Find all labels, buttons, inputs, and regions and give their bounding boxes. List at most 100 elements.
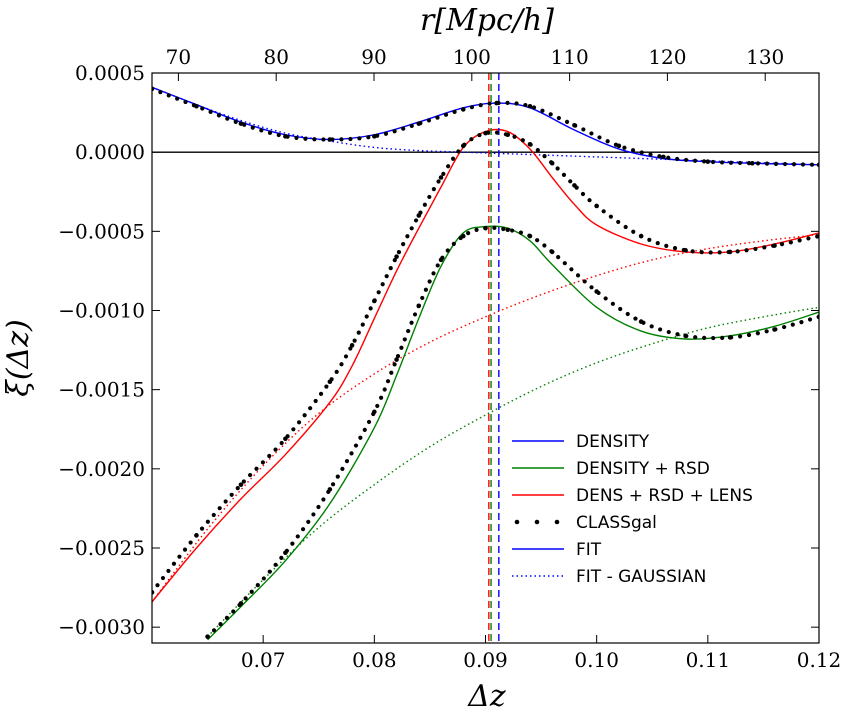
legend: DENSITY DENSITY + RSD DENS + RSD + LENS CLA… bbox=[512, 432, 753, 587]
classgal-point bbox=[445, 248, 450, 253]
classgal-point bbox=[218, 622, 223, 627]
classgal-point bbox=[750, 160, 755, 166]
classgal-point bbox=[405, 234, 410, 239]
classgal-point bbox=[435, 115, 440, 120]
classgal-point bbox=[224, 615, 230, 620]
classgal-point bbox=[242, 122, 247, 127]
classgal-point bbox=[505, 100, 510, 105]
classgal-point bbox=[523, 102, 528, 108]
classgal-point bbox=[388, 266, 393, 271]
classgal-point bbox=[630, 148, 636, 153]
classgal-point bbox=[302, 413, 307, 418]
classgal-point bbox=[807, 317, 813, 322]
classgal-point bbox=[225, 116, 230, 121]
x-tick-label: 0.10 bbox=[574, 648, 619, 672]
classgal-point bbox=[295, 534, 300, 539]
classgal-point bbox=[261, 576, 266, 581]
classgal-point bbox=[254, 466, 259, 471]
classgal-point bbox=[406, 328, 411, 334]
classgal-point bbox=[535, 148, 540, 153]
classgal-point bbox=[324, 384, 329, 389]
classgal-point bbox=[684, 157, 689, 163]
classgal-point bbox=[641, 320, 646, 325]
classgal-point bbox=[349, 451, 354, 456]
classgal-point bbox=[352, 338, 357, 343]
classgal-point bbox=[321, 137, 326, 142]
classgal-point bbox=[711, 335, 716, 341]
classgal-point bbox=[587, 198, 592, 203]
classgal-point bbox=[249, 589, 254, 594]
classgal-point bbox=[426, 118, 432, 123]
classgal-point bbox=[441, 171, 446, 176]
classgal-point bbox=[379, 395, 384, 400]
legend-marker bbox=[514, 519, 520, 525]
classgal-point bbox=[728, 160, 734, 165]
classgal-point bbox=[313, 398, 318, 404]
classgal-point bbox=[764, 329, 769, 334]
classgal-point bbox=[556, 255, 561, 260]
classgal-point bbox=[384, 274, 389, 279]
classgal-point bbox=[392, 129, 397, 134]
classgal-point bbox=[622, 145, 627, 150]
top-x-tick-label: 120 bbox=[648, 45, 686, 69]
classgal-point bbox=[267, 453, 272, 459]
classgal-point bbox=[692, 158, 698, 163]
classgal-point bbox=[496, 100, 501, 106]
classgal-point bbox=[364, 314, 369, 319]
classgal-point bbox=[764, 161, 770, 166]
classgal-point bbox=[675, 332, 680, 337]
classgal-point bbox=[729, 335, 734, 340]
classgal-point bbox=[344, 459, 350, 464]
classgal-point bbox=[655, 241, 660, 246]
top-x-tick-label: 100 bbox=[453, 45, 491, 69]
classgal-point bbox=[311, 512, 316, 517]
classgal-point bbox=[276, 132, 281, 138]
top-x-tick-label: 130 bbox=[746, 45, 784, 69]
plot-area bbox=[152, 73, 819, 643]
classgal-point bbox=[456, 149, 461, 154]
classgal-point bbox=[555, 166, 560, 171]
classgal-point bbox=[357, 136, 362, 141]
classgal-point bbox=[762, 245, 767, 250]
classgal-point bbox=[360, 322, 365, 327]
classgal-point bbox=[248, 472, 253, 478]
classgal-point bbox=[625, 311, 630, 317]
classgal-point bbox=[800, 162, 806, 167]
classgal-point bbox=[303, 136, 308, 141]
classgal-point bbox=[779, 242, 785, 247]
classgal-point bbox=[771, 243, 776, 248]
classgal-point bbox=[458, 235, 463, 241]
classgal-point bbox=[501, 226, 506, 232]
classgal-point bbox=[589, 131, 594, 136]
classgal-point bbox=[358, 435, 363, 440]
legend-marker bbox=[534, 519, 540, 525]
classgal-point bbox=[596, 290, 601, 296]
x-tick-label: 0.09 bbox=[463, 648, 508, 672]
classgal-point bbox=[279, 440, 284, 446]
classgal-point bbox=[710, 159, 716, 165]
classgal-point bbox=[382, 387, 387, 392]
classgal-point bbox=[356, 330, 361, 335]
classgal-point bbox=[335, 474, 340, 479]
classgal-point bbox=[422, 202, 427, 207]
classgal-point bbox=[267, 569, 272, 574]
classgal-point bbox=[705, 159, 711, 164]
classgal-point bbox=[392, 258, 397, 263]
classgal-point bbox=[348, 136, 353, 142]
classgal-point bbox=[372, 298, 377, 303]
classgal-point bbox=[505, 227, 511, 233]
classgal-point bbox=[806, 236, 811, 241]
classgal-point bbox=[720, 335, 725, 340]
classgal-point bbox=[503, 132, 508, 137]
classgal-point bbox=[273, 562, 278, 567]
classgal-point bbox=[540, 108, 545, 113]
classgal-point bbox=[528, 142, 533, 147]
classgal-point bbox=[549, 160, 554, 165]
classgal-point bbox=[273, 447, 278, 452]
classgal-point bbox=[211, 628, 217, 633]
classgal-point bbox=[675, 156, 680, 162]
classgal-point bbox=[284, 548, 290, 553]
classgal-point bbox=[418, 121, 423, 126]
classgal-point bbox=[208, 109, 213, 115]
classgal-point bbox=[738, 334, 743, 339]
